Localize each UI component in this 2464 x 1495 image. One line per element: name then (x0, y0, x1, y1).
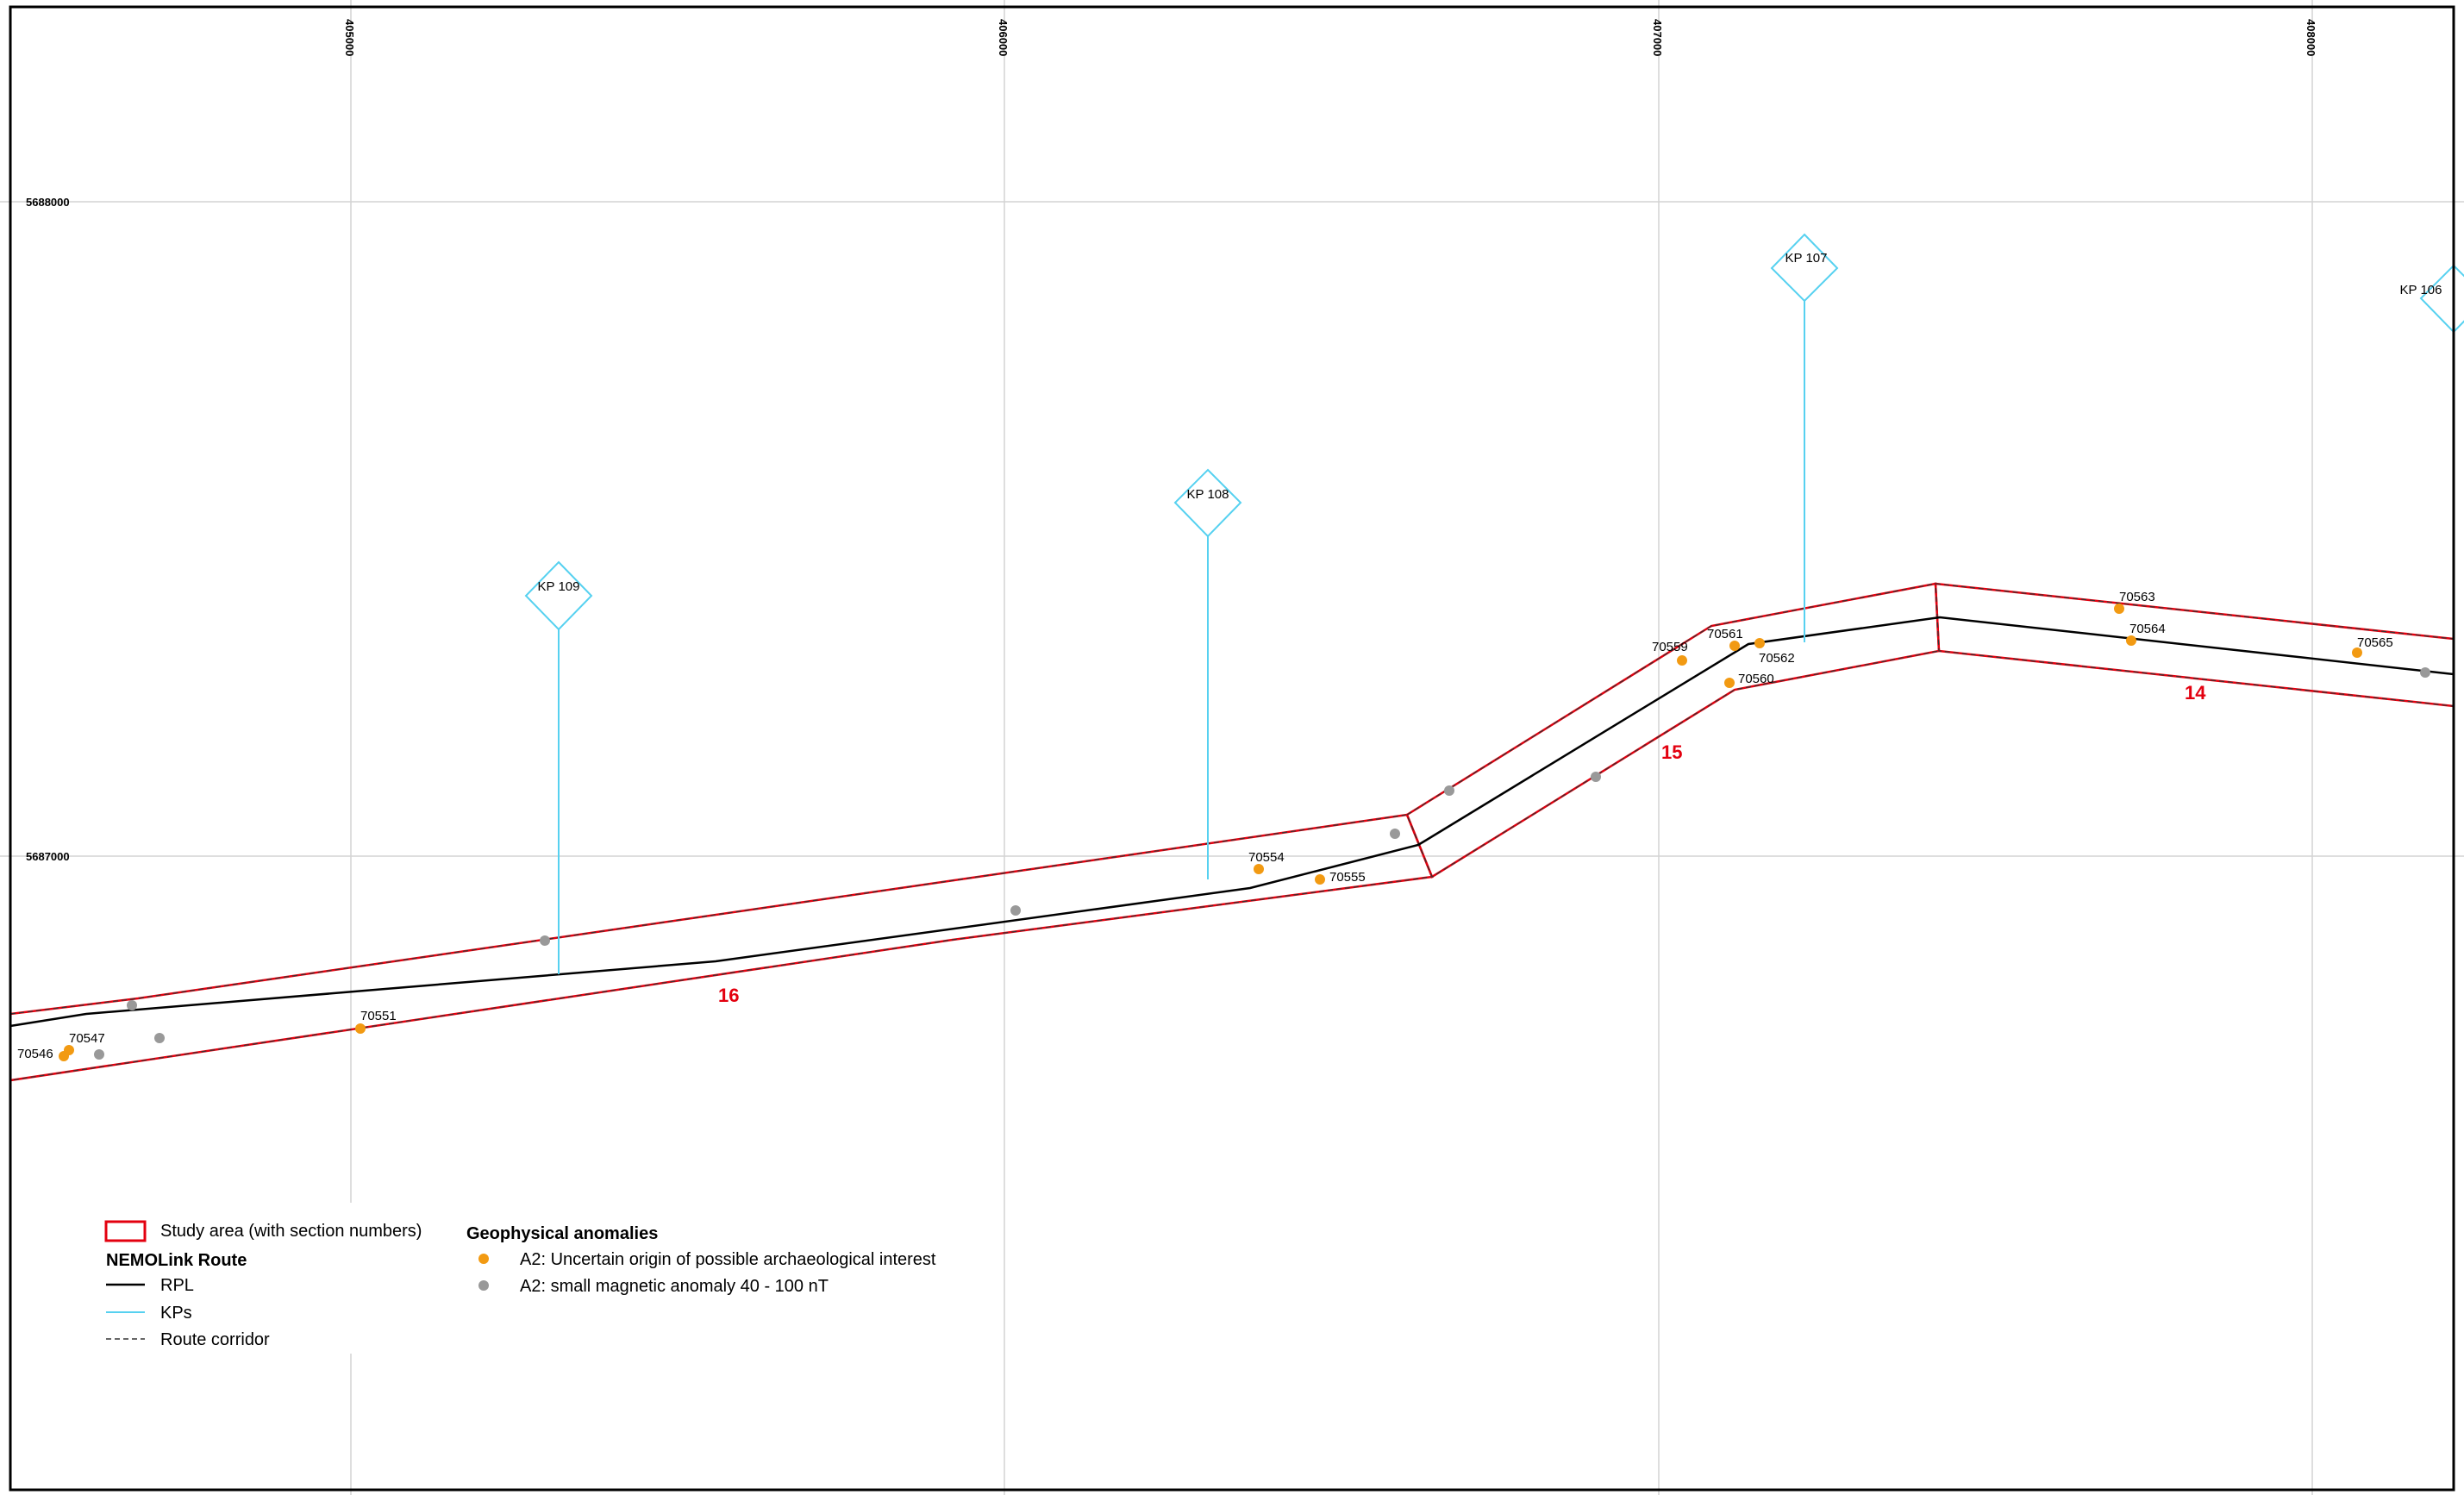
anomaly-70562-label: 70562 (1759, 651, 1795, 666)
study-area-section-16 (9, 813, 1434, 1082)
map-frame (9, 5, 2455, 1492)
anomaly-70559-label: 70559 (1652, 640, 1688, 654)
kp-108-diamond (1173, 468, 1242, 538)
anomaly-70560-label: 70560 (1738, 672, 1774, 686)
kp-marker-108: KP 108 (1173, 468, 1242, 879)
anomaly-70564-label: 70564 (2129, 622, 2166, 636)
route-corridor-section-15 (1406, 583, 1940, 878)
legend-route-title: NEMOLink Route (106, 1251, 247, 1270)
kp-106-diamond (2419, 264, 2464, 334)
legend-a2-magnetic-swatch (478, 1280, 489, 1291)
section-label-15: 15 (1661, 741, 1682, 763)
easting-label-408000: 408000 (2305, 19, 2317, 56)
magnetic-anomaly-point (1444, 785, 1454, 796)
anomaly-70551-label: 70551 (360, 1009, 397, 1023)
anomaly-70555-label: 70555 (1329, 870, 1366, 885)
kp-109-diamond (524, 560, 593, 631)
section-label-14: 14 (2185, 682, 2206, 704)
anomaly-70563-label: 70563 (2119, 590, 2155, 604)
easting-label-405000: 405000 (343, 19, 356, 56)
legend: Study area (with section numbers) NEMOLi… (82, 1203, 996, 1354)
legend-study-area-label: Study area (with section numbers) (160, 1222, 422, 1241)
magnetic-anomaly-point (1591, 772, 1601, 782)
legend-rpl-label: RPL (160, 1276, 194, 1295)
legend-a2-uncertain-swatch (478, 1254, 489, 1264)
anomaly-70547-label: 70547 (69, 1031, 105, 1046)
kp-markers: KP 109 KP 108 KP 107 KP 106 (524, 233, 2464, 974)
study-area (9, 582, 2455, 1082)
kp-marker-107: KP 107 (1770, 233, 1839, 642)
anomaly-70560-point (1724, 678, 1735, 688)
kp-107-diamond (1770, 233, 1839, 303)
legend-a2-uncertain-label: A2: Uncertain origin of possible archaeo… (520, 1250, 936, 1269)
anomaly-70564-point (2126, 635, 2136, 646)
northing-label-5688000: 5688000 (26, 196, 70, 209)
magnetic-anomaly-point (127, 1000, 137, 1010)
magnetic-anomaly-point (1010, 905, 1021, 916)
legend-a2-magnetic-label: A2: small magnetic anomaly 40 - 100 nT (520, 1277, 829, 1296)
magnetic-anomalies (94, 667, 2430, 1060)
northing-label-5687000: 5687000 (26, 850, 70, 863)
anomaly-70562-point (1754, 638, 1765, 648)
route-corridor-section-16 (9, 814, 1433, 1081)
kp-109-label: KP 109 (538, 579, 580, 594)
section-label-16: 16 (718, 985, 739, 1006)
anomaly-70565-point (2352, 647, 2362, 658)
anomaly-70555-point (1315, 874, 1325, 885)
legend-geo-title: Geophysical anomalies (466, 1224, 658, 1243)
anomaly-70563-point (2114, 604, 2124, 614)
legend-kps-label: KPs (160, 1304, 192, 1323)
section-labels: 16 15 14 (718, 682, 2206, 1006)
easting-label-407000: 407000 (1651, 19, 1664, 56)
easting-label-406000: 406000 (997, 19, 1010, 56)
legend-corridor-label: Route corridor (160, 1330, 270, 1349)
rpl-route-line (9, 616, 2455, 1028)
anomaly-70547-point (64, 1045, 74, 1055)
anomaly-70554-point (1254, 864, 1264, 874)
anomaly-70551-point (355, 1023, 366, 1034)
uncertain-anomalies (59, 604, 2362, 1061)
kp-marker-109: KP 109 (524, 560, 593, 974)
anomaly-70554-label: 70554 (1248, 850, 1285, 865)
anomaly-70559-point (1677, 655, 1687, 666)
anomaly-70546-label: 70546 (17, 1047, 53, 1061)
magnetic-anomaly-point (94, 1049, 104, 1060)
anomaly-labels: 70546 70547 70551 70554 70555 70559 7056… (17, 590, 2393, 1061)
grid-tick-labels: 405000 406000 407000 408000 5688000 5687… (26, 19, 2317, 863)
magnetic-anomaly-point (2420, 667, 2430, 678)
anomaly-70561-point (1729, 641, 1740, 651)
kp-107-label: KP 107 (1785, 251, 1828, 266)
legend-study-area-swatch (104, 1220, 147, 1242)
magnetic-anomaly-point (154, 1033, 165, 1043)
anomaly-70565-label: 70565 (2357, 635, 2393, 650)
legend-background (82, 1203, 996, 1354)
anomaly-70561-label: 70561 (1707, 627, 1743, 641)
magnetic-anomaly-point (1390, 829, 1400, 839)
kp-106-label: KP 106 (2400, 283, 2442, 297)
magnetic-anomaly-point (540, 935, 550, 946)
kp-108-label: KP 108 (1187, 487, 1229, 502)
